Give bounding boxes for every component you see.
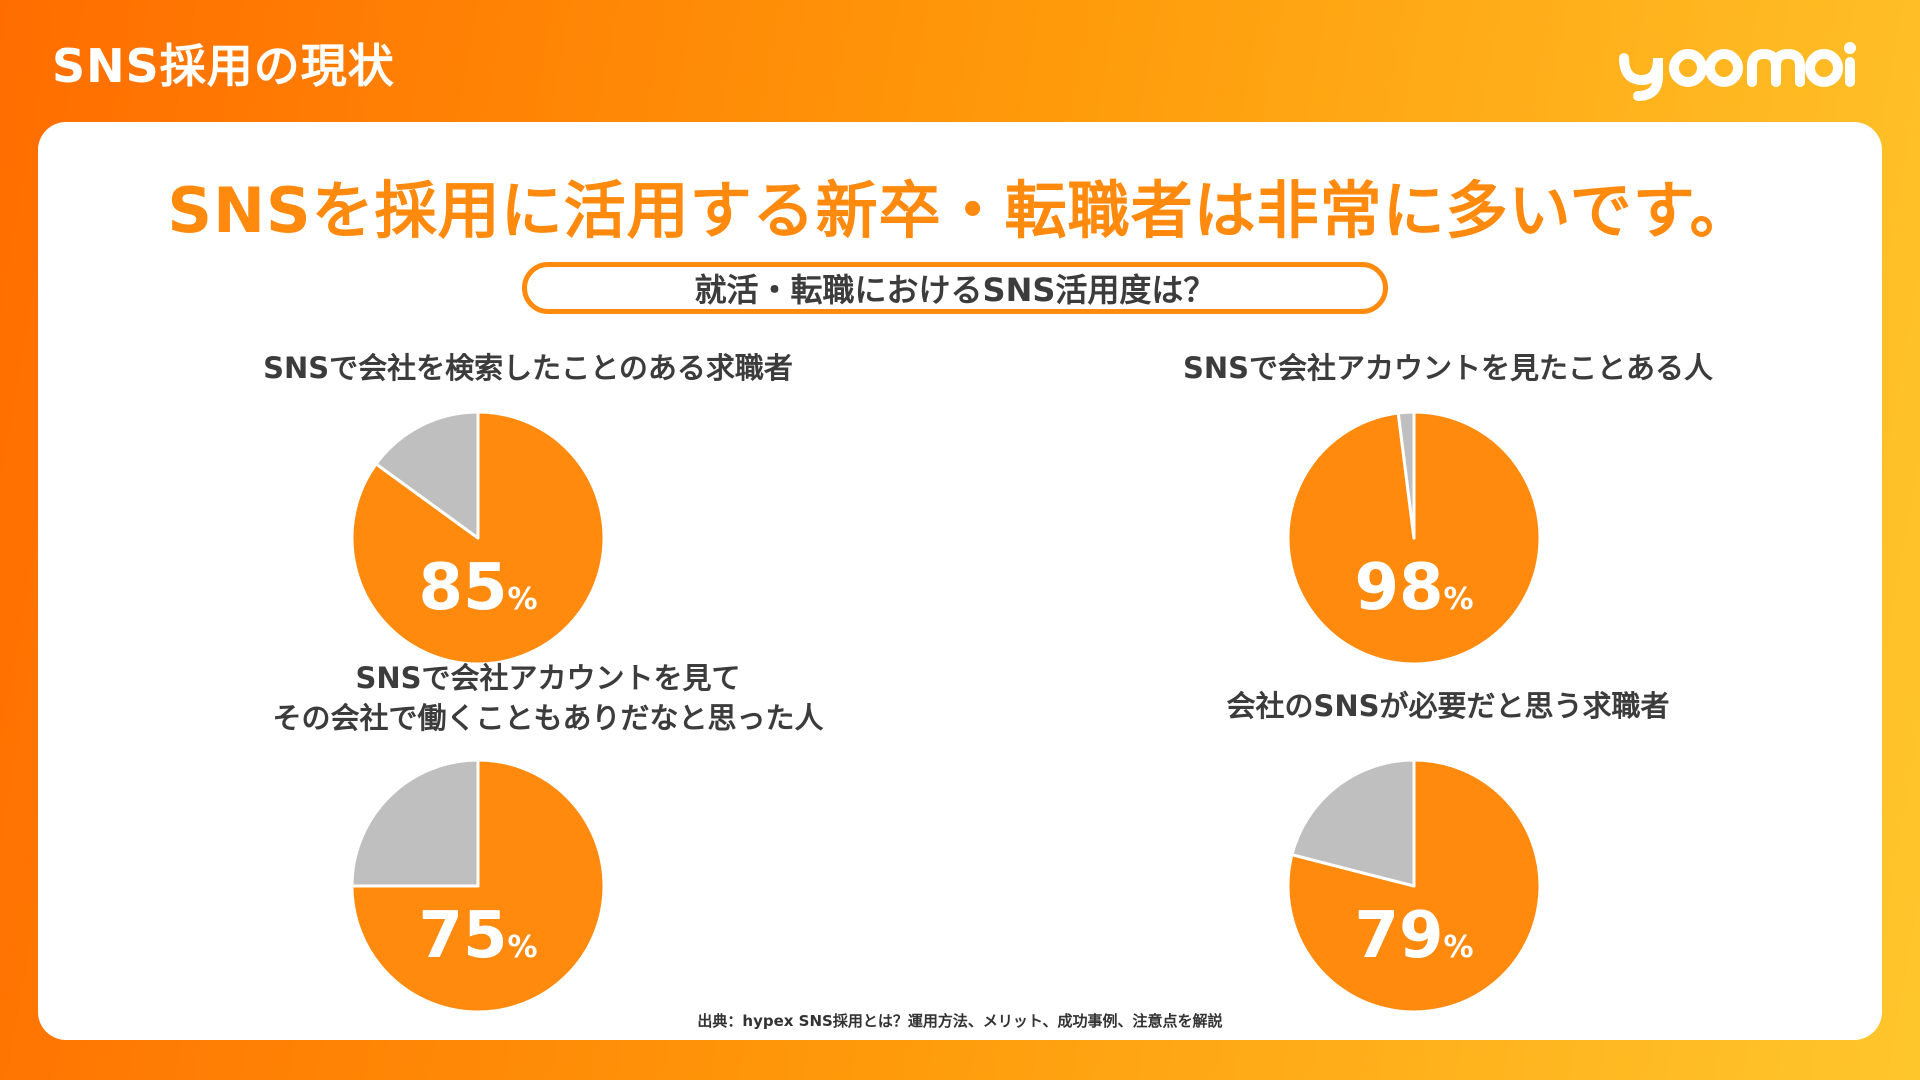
- question-pill: 就活・転職におけるSNS活用度は？: [522, 262, 1388, 314]
- pie-4-title: 会社のSNSが必要だと思う求職者: [1078, 686, 1818, 726]
- pie-4-value: 79: [1354, 899, 1444, 973]
- pie-4-unit: %: [1443, 930, 1474, 965]
- pie-3-slice-main: [350, 758, 606, 1014]
- pie-3-value: 75: [418, 899, 508, 973]
- pie-3-title-line-1: SNSで会社アカウントを見て: [355, 661, 741, 695]
- pie-4-value-label: 79%: [1284, 904, 1544, 968]
- headline: SNSを採用に活用する新卒・転職者は非常に多いです。: [167, 174, 1753, 247]
- pie-3-title-line-2: その会社で働くこともありだなと思った人: [272, 701, 824, 735]
- pie-2-value-label: 98%: [1284, 556, 1544, 620]
- pie-chart-4: [1286, 758, 1542, 1014]
- pie-1-slice-remainder: [374, 410, 480, 540]
- yoomooi-logo: yoomooi: [1619, 42, 1856, 101]
- pie-2-value: 98: [1354, 551, 1444, 625]
- source-citation: 出典：hypex SNS採用とは？運用方法、メリット、成功事例、注意点を解説: [697, 1012, 1223, 1030]
- pie-3-title: SNSで会社アカウントを見て その会社で働くこともありだなと思った人: [158, 658, 938, 738]
- pie-1-value-label: 85%: [348, 556, 608, 620]
- pie-2-title-line: SNSで会社アカウントを見たことある人: [1182, 351, 1714, 385]
- pie-3-unit: %: [507, 930, 538, 965]
- pie-chart-1: [350, 410, 606, 666]
- pie-1-unit: %: [507, 582, 538, 617]
- pie-chart-3: [350, 758, 606, 1014]
- pie-1-title-line: SNSで会社を検索したことのある求職者: [263, 351, 793, 385]
- pie-1-title: SNSで会社を検索したことのある求職者: [158, 348, 898, 388]
- content-card: SNSを採用に活用する新卒・転職者は非常に多いです。 就活・転職におけるSNS活…: [38, 122, 1882, 1040]
- pie-4-slice-remainder: [1290, 758, 1416, 888]
- pie-1-value: 85: [418, 551, 508, 625]
- pie-3-value-label: 75%: [348, 904, 608, 968]
- pie-2-slice-remainder: [1396, 410, 1416, 540]
- pie-2-unit: %: [1443, 582, 1474, 617]
- pie-4-title-line: 会社のSNSが必要だと思う求職者: [1226, 689, 1670, 723]
- page-title: SNS採用の現状: [52, 39, 395, 93]
- pie-2-title: SNSで会社アカウントを見たことある人: [1078, 348, 1818, 388]
- pie-chart-2: [1286, 410, 1542, 666]
- pie-3-slice-remainder: [350, 758, 480, 888]
